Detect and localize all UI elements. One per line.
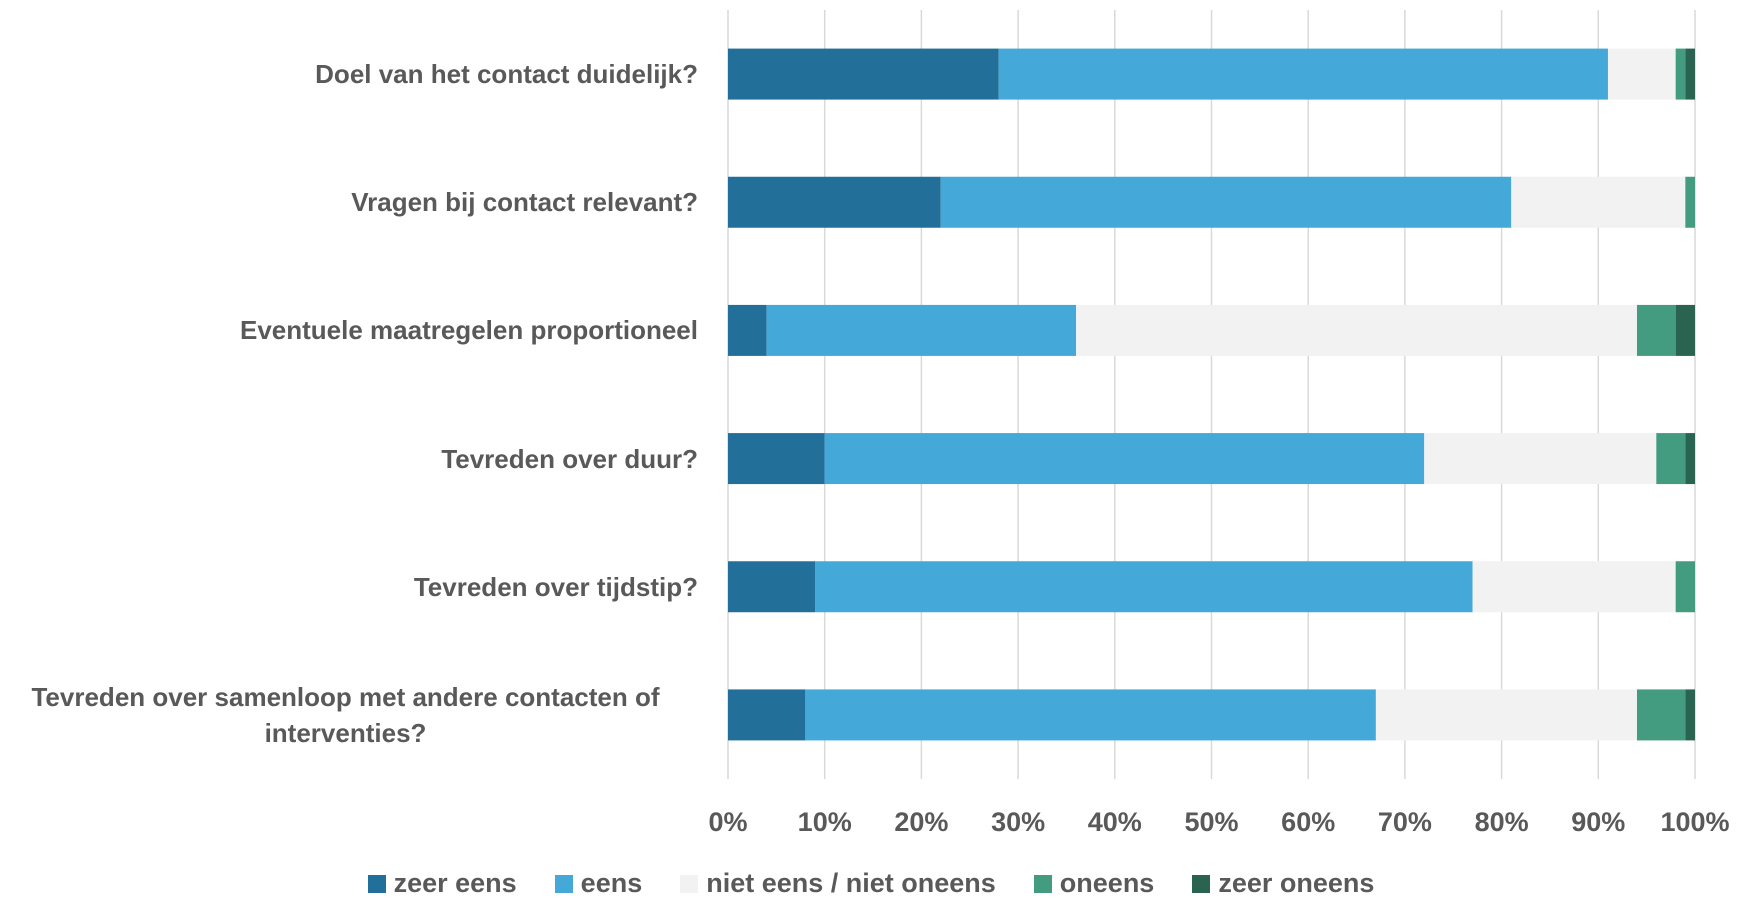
x-tick-label: 10%	[798, 807, 852, 837]
category-label: Tevreden over duur?	[441, 443, 698, 474]
legend-label: oneens	[1059, 868, 1155, 898]
legend-item: oneens	[1033, 868, 1155, 899]
category-label: Doel van het contact duidelijk?	[315, 59, 698, 90]
bar-segment	[766, 304, 1077, 356]
bar-segment	[1685, 176, 1695, 228]
bar-segment	[805, 689, 1376, 741]
legend-label: eens	[580, 868, 643, 898]
legend-swatch	[367, 874, 386, 893]
x-tick-label: 70%	[1378, 807, 1432, 837]
legend: zeer eens eens niet eens / niet oneens onee…	[0, 868, 1742, 899]
category-label: Vragen bij contact relevant?	[351, 187, 698, 218]
bar-segment	[1076, 304, 1637, 356]
x-tick-label: 90%	[1571, 807, 1625, 837]
x-tick-label: 30%	[991, 807, 1045, 837]
bar-segment	[1675, 304, 1695, 356]
bar-segment	[1656, 433, 1686, 485]
bar-segment	[1685, 48, 1695, 100]
bar-segment	[940, 176, 1512, 228]
x-tick-label: 50%	[1184, 807, 1238, 837]
bar-segment	[1685, 689, 1695, 741]
bar-segment	[1685, 433, 1695, 485]
category-label: Tevreden over samenloop met andere conta…	[31, 681, 660, 748]
legend-item: eens	[554, 868, 643, 899]
bar-segment	[815, 561, 1473, 613]
legend-item: niet eens / niet oneens	[680, 868, 996, 899]
category-label: Eventuele maatregelen proportioneel	[239, 315, 698, 346]
x-tick-label: 20%	[894, 807, 948, 837]
bar-segment	[1675, 48, 1686, 100]
bar-segment	[1472, 561, 1676, 613]
legend-swatch	[554, 874, 573, 893]
bar-segment	[1424, 433, 1657, 485]
x-tick-label: 60%	[1281, 807, 1335, 837]
category-label: Tevreden over tijdstip?	[413, 571, 698, 602]
legend-item: zeer oneens	[1192, 868, 1374, 899]
bar-segment	[1675, 561, 1695, 613]
x-tick-label: 100%	[1660, 807, 1729, 837]
bar-segment	[1375, 689, 1637, 741]
bar-segment	[728, 176, 941, 228]
legend-swatch	[680, 874, 699, 893]
legend-swatch	[1192, 874, 1211, 893]
bar-segment	[728, 48, 999, 100]
legend-label: niet eens / niet oneens	[706, 868, 996, 898]
x-tick-label: 40%	[1088, 807, 1142, 837]
bar-segment	[728, 433, 825, 485]
bar-segment	[1636, 304, 1676, 356]
legend-label: zeer oneens	[1218, 868, 1375, 898]
legend-swatch	[1033, 874, 1052, 893]
bar-segment	[728, 689, 806, 741]
bar-segment	[728, 561, 816, 613]
x-tick-label: 0%	[708, 807, 747, 837]
bar-segment	[1636, 689, 1686, 741]
bar-segment	[1607, 48, 1676, 100]
legend-item: zeer eens	[367, 868, 517, 899]
bar-segment	[728, 304, 767, 356]
legend-label: zeer eens	[393, 868, 517, 898]
bar-segment	[998, 48, 1608, 100]
x-tick-label: 80%	[1475, 807, 1529, 837]
bar-segment	[824, 433, 1425, 485]
bar-segment	[1511, 176, 1686, 228]
